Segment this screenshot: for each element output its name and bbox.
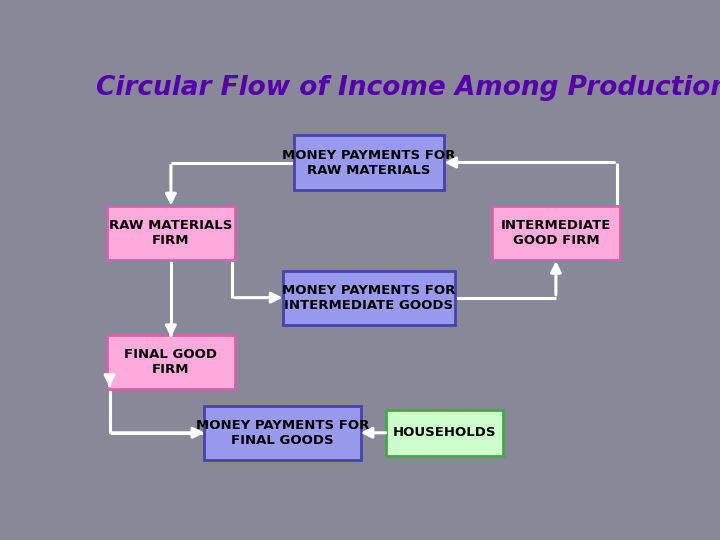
Text: INTERMEDIATE
GOOD FIRM: INTERMEDIATE GOOD FIRM <box>500 219 611 247</box>
Text: MONEY PAYMENTS FOR
FINAL GOODS: MONEY PAYMENTS FOR FINAL GOODS <box>196 419 369 447</box>
Text: MONEY PAYMENTS FOR
RAW MATERIALS: MONEY PAYMENTS FOR RAW MATERIALS <box>282 148 456 177</box>
Text: HOUSEHOLDS: HOUSEHOLDS <box>392 426 496 439</box>
Text: FINAL GOOD
FIRM: FINAL GOOD FIRM <box>125 348 217 376</box>
FancyBboxPatch shape <box>204 406 361 460</box>
Text: Circular Flow of Income Among Production Units: Circular Flow of Income Among Production… <box>96 75 720 101</box>
FancyBboxPatch shape <box>282 271 456 325</box>
FancyBboxPatch shape <box>107 335 235 389</box>
FancyBboxPatch shape <box>107 206 235 260</box>
Text: RAW MATERIALS
FIRM: RAW MATERIALS FIRM <box>109 219 233 247</box>
Text: MONEY PAYMENTS FOR
INTERMEDIATE GOODS: MONEY PAYMENTS FOR INTERMEDIATE GOODS <box>282 284 456 312</box>
FancyBboxPatch shape <box>294 136 444 190</box>
FancyBboxPatch shape <box>386 410 503 456</box>
FancyBboxPatch shape <box>492 206 620 260</box>
